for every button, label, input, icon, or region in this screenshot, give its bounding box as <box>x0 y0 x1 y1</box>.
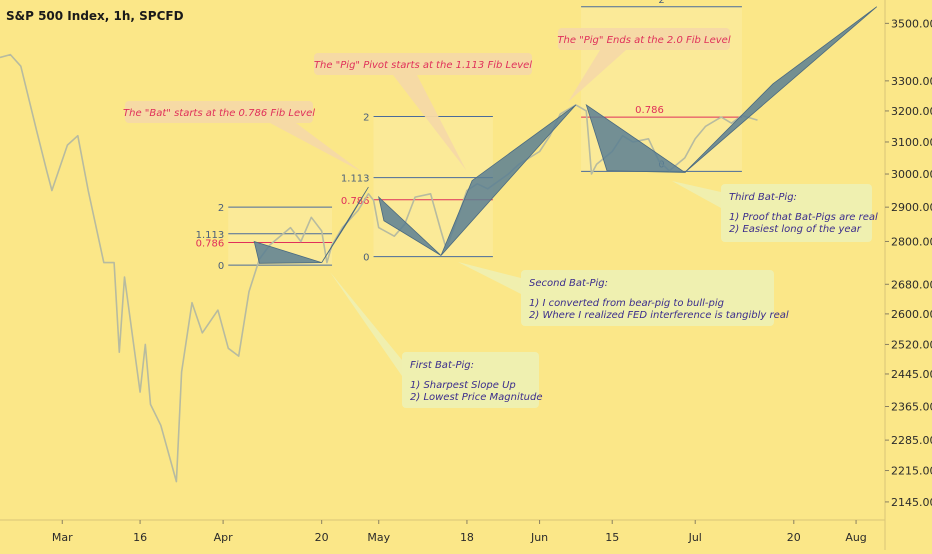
note-line: 1) I converted from bear-pig to bull-pig <box>529 298 724 309</box>
note-pointer <box>458 262 521 294</box>
note-title: Third Bat-Pig: <box>729 192 797 203</box>
y-tick-label: 2285.00 <box>891 434 932 447</box>
x-tick-label: Jun <box>530 531 548 544</box>
bat-pig-triangle <box>321 186 369 263</box>
fib-level-label: 0.786 <box>341 196 370 207</box>
note-pointer <box>672 181 721 208</box>
callout-text: The "Pig" Ends at the 2.0 Fib Level <box>557 35 730 46</box>
y-tick-label: 2445.00 <box>891 368 932 381</box>
note-title: Second Bat-Pig: <box>529 278 608 289</box>
bat-pig-triangle <box>684 6 878 173</box>
fib-level-label: 2 <box>218 203 224 214</box>
x-tick-label: 15 <box>605 531 619 544</box>
fib-level-label: 2 <box>363 112 369 123</box>
bat-pig-triangle <box>440 104 577 256</box>
bat-pig-triangle <box>378 195 442 256</box>
pattern-layer <box>253 6 878 264</box>
x-tick-label: Aug <box>845 531 866 544</box>
x-tick-label: Apr <box>214 531 234 544</box>
callout-pointer <box>270 123 362 172</box>
fib-level-label: 0.786 <box>196 239 225 250</box>
y-tick-label: 2520.00 <box>891 338 932 351</box>
note-box <box>402 352 539 408</box>
bat-pig-triangle <box>253 240 322 264</box>
note-line: 2) Where I realized FED interference is … <box>529 310 789 321</box>
x-tick-label: Jul <box>688 531 702 544</box>
chart-title: S&P 500 Index, 1h, SPCFD <box>6 9 184 23</box>
y-tick-label: 2215.00 <box>891 465 932 478</box>
fib-level-label: 1.113 <box>341 174 370 185</box>
y-tick-label: 3100.00 <box>891 136 932 149</box>
note-box <box>721 184 872 242</box>
fib-level-label: 0 <box>218 261 224 272</box>
x-tick-label: 16 <box>133 531 147 544</box>
callout-text: The "Bat" starts at the 0.786 Fib Level <box>123 108 315 119</box>
y-tick-label: 2365.00 <box>891 400 932 413</box>
y-tick-label: 2145.00 <box>891 496 932 509</box>
callout-box <box>558 28 730 50</box>
note-line: 1) Sharpest Slope Up <box>410 380 516 391</box>
y-tick-label: 2800.00 <box>891 235 932 248</box>
note-line: 2) Easiest long of the year <box>729 224 862 235</box>
x-tick-label: 20 <box>315 531 329 544</box>
note-title: First Bat-Pig: <box>410 360 474 371</box>
fib-level-label: 0.786 <box>635 105 664 116</box>
note-box <box>521 270 774 326</box>
x-tick-label: May <box>367 531 390 544</box>
note-line: 1) Proof that Bat-Pigs are real <box>729 212 878 223</box>
y-tick-label: 2680.00 <box>891 278 932 291</box>
callout-text: The "Pig" Pivot starts at the 1.113 Fib … <box>314 60 532 71</box>
x-tick-label: Mar <box>52 531 73 544</box>
callout-pointer <box>393 75 466 170</box>
callout-box <box>314 53 532 75</box>
fib-level-label: 1.113 <box>196 230 225 241</box>
x-tick-label: 18 <box>460 531 474 544</box>
bat-pig-triangle <box>585 103 687 173</box>
fib-level-label: 0 <box>363 253 369 264</box>
annotation-layer: The "Bat" starts at the 0.786 Fib Level T… <box>123 28 878 408</box>
y-tick-label: 2600.00 <box>891 308 932 321</box>
callout-box <box>125 101 313 123</box>
y-tick-label: 2900.00 <box>891 201 932 214</box>
y-tick-label: 3500.00 <box>891 17 932 30</box>
y-tick-label: 3000.00 <box>891 168 932 181</box>
x-tick-label: 20 <box>787 531 801 544</box>
fib-level-label: 2 <box>658 0 664 6</box>
callout-pointer <box>568 50 626 102</box>
y-tick-label: 3200.00 <box>891 105 932 118</box>
y-tick-label: 3300.00 <box>891 75 932 88</box>
note-line: 2) Lowest Price Magnitude <box>410 392 543 403</box>
note-pointer <box>330 272 402 376</box>
